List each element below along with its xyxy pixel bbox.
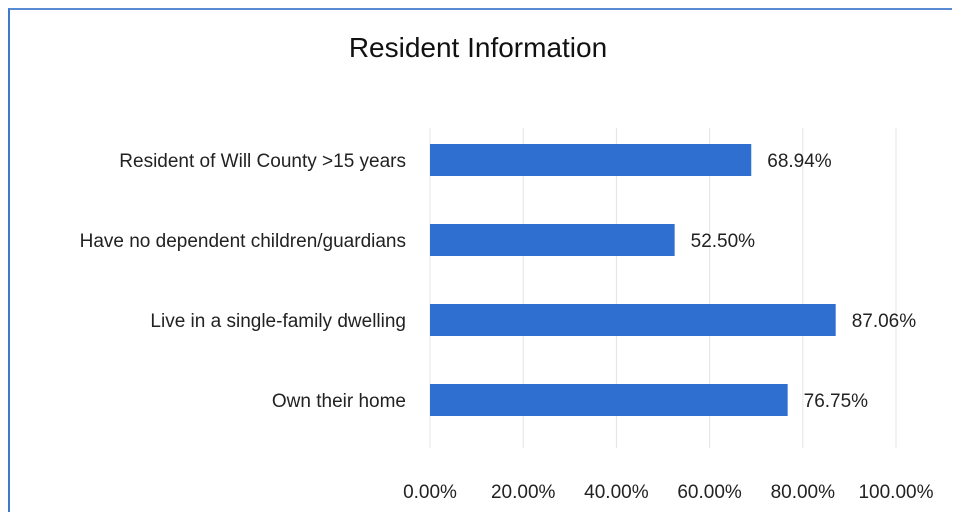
category-label: Resident of Will County >15 years (119, 151, 406, 172)
bar (430, 384, 788, 416)
x-tick-label: 20.00% (491, 482, 556, 503)
data-label: 87.06% (852, 311, 917, 332)
chart-frame (8, 8, 952, 512)
x-tick-label: 60.00% (677, 482, 742, 503)
data-label: 76.75% (804, 391, 869, 412)
x-tick-label: 0.00% (403, 482, 457, 503)
bar (430, 224, 675, 256)
bar (430, 304, 836, 336)
chart-title: Resident Information (348, 32, 608, 63)
category-label: Have no dependent children/guardians (80, 231, 406, 252)
x-tick-label: 80.00% (771, 482, 836, 503)
x-tick-label: 40.00% (584, 482, 649, 503)
category-label: Live in a single-family dwelling (150, 311, 406, 332)
category-label: Own their home (272, 391, 406, 412)
data-label: 68.94% (767, 151, 832, 172)
x-tick-label: 100.00% (858, 482, 933, 503)
data-label: 52.50% (691, 231, 756, 252)
bar (430, 144, 752, 176)
